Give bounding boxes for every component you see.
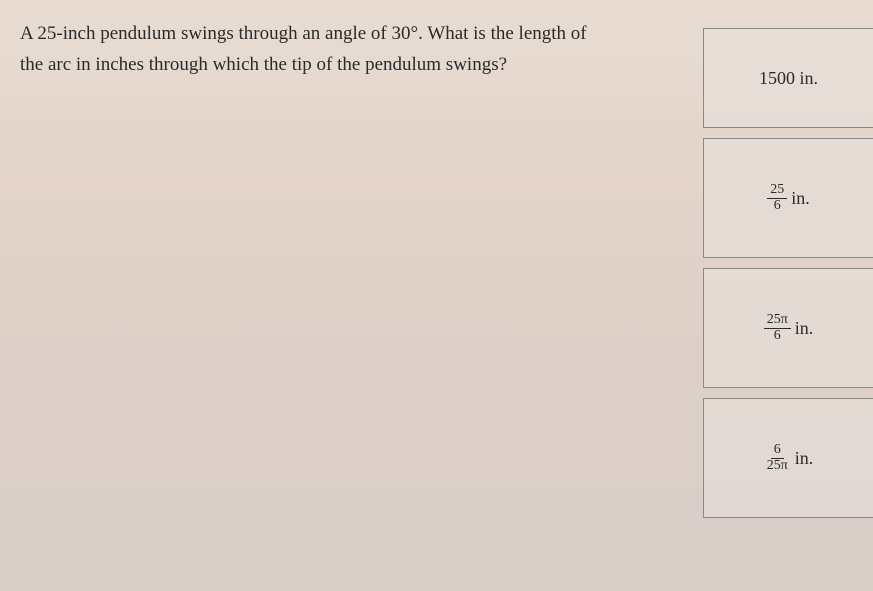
fraction-denominator: 6 (771, 329, 784, 344)
unit-label: in. (795, 448, 814, 469)
unit-label: in. (791, 188, 810, 209)
fraction-numerator: 25π (764, 313, 791, 329)
answer-option-4[interactable]: 6 25π in. (703, 398, 873, 518)
fraction: 25π 6 (764, 313, 791, 343)
fraction-denominator: 6 (771, 199, 784, 214)
fraction: 6 25π (764, 443, 791, 473)
answer-option-1[interactable]: 1500 in. (703, 28, 873, 128)
fraction-denominator: 25π (764, 459, 791, 474)
unit-label: in. (795, 318, 814, 339)
answer-text: 1500 in. (759, 68, 818, 89)
fraction: 25 6 (767, 183, 787, 213)
answer-option-3[interactable]: 25π 6 in. (703, 268, 873, 388)
answer-list: 1500 in. 25 6 in. 25π 6 in. 6 25π in. (703, 28, 873, 518)
answer-option-2[interactable]: 25 6 in. (703, 138, 873, 258)
fraction-numerator: 25 (767, 183, 787, 199)
question-text: A 25-inch pendulum swings through an ang… (20, 18, 600, 81)
fraction-numerator: 6 (771, 443, 784, 459)
